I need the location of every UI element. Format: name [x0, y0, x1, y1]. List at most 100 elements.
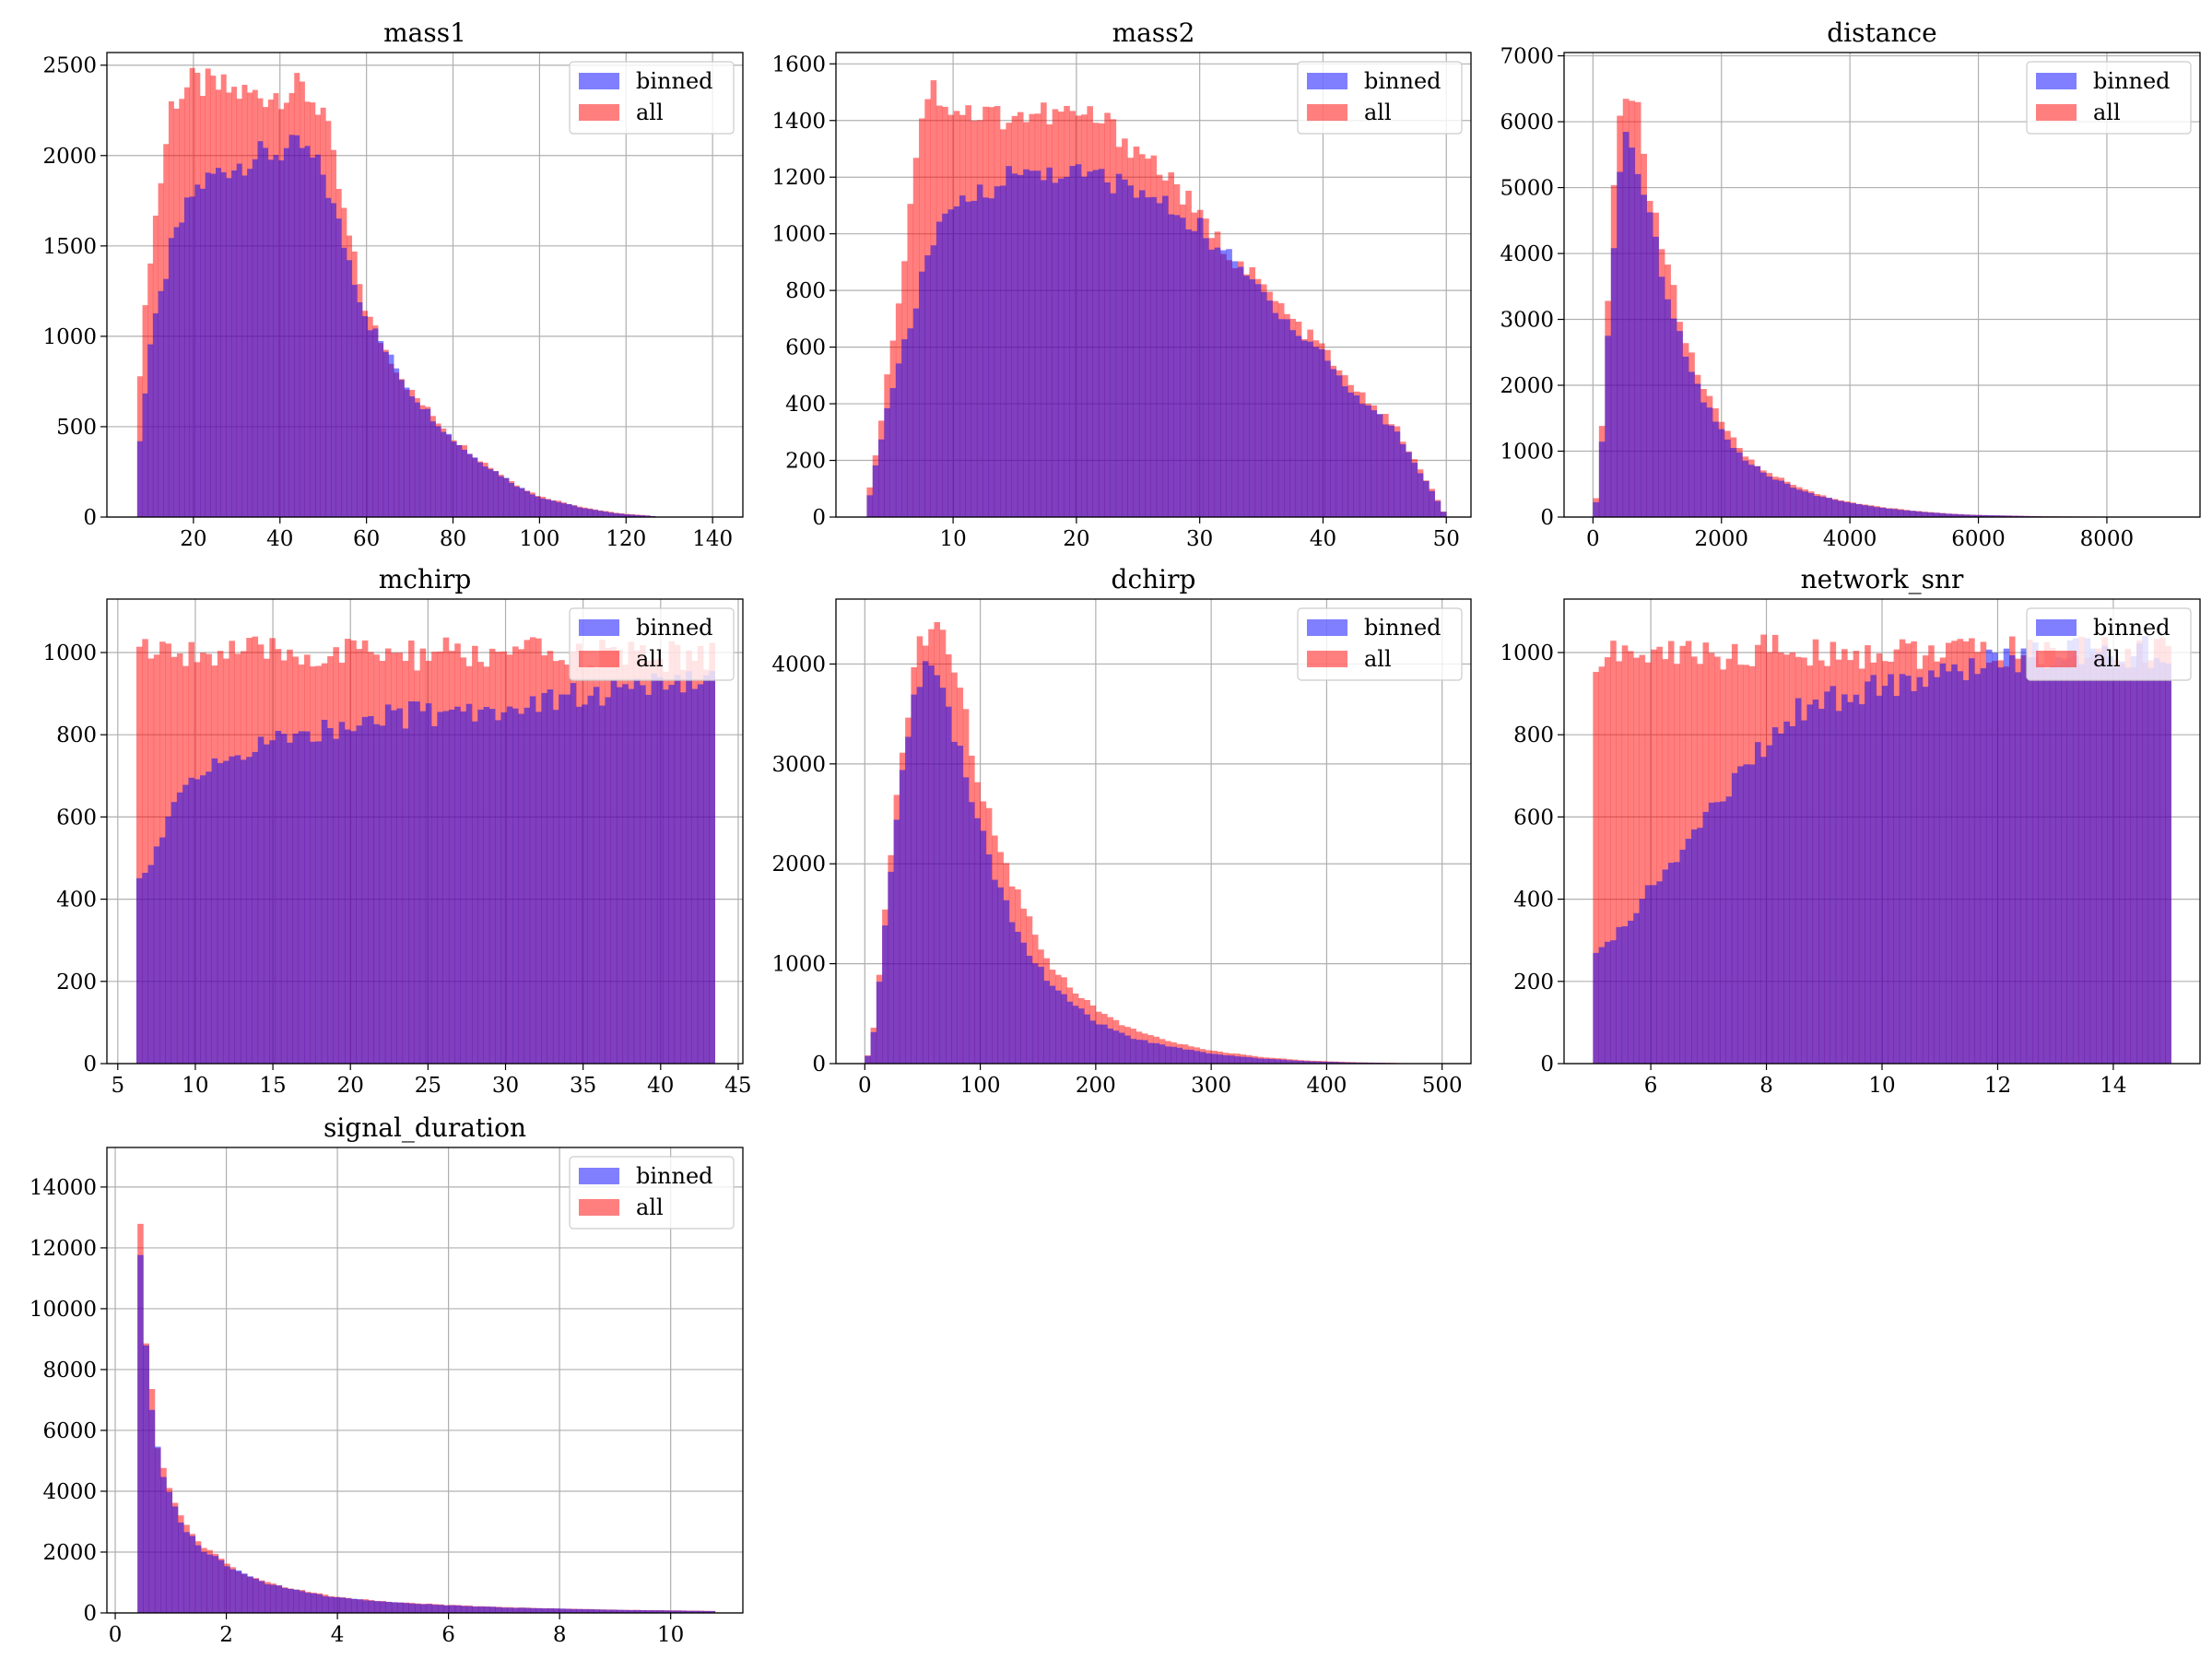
bar-binned: [357, 1599, 363, 1613]
bar-binned: [1916, 677, 1924, 1064]
bar-binned: [644, 515, 651, 517]
bar-binned: [1853, 694, 1860, 1064]
bar-binned: [982, 197, 989, 517]
bar-binned: [431, 1605, 439, 1613]
bar-binned: [1742, 460, 1749, 517]
bar-binned: [391, 1602, 398, 1613]
x-tick-label: 45: [724, 1074, 751, 1098]
bar-binned: [287, 742, 293, 1064]
bar-binned: [1933, 512, 1940, 517]
bar-binned: [530, 1607, 536, 1613]
bar-binned: [1850, 502, 1856, 517]
bar-binned: [2165, 663, 2171, 1064]
bar-binned: [205, 172, 211, 517]
bar-binned: [1006, 166, 1012, 517]
chart-panel-dchirp: 0 100 200 300 400 500 0 1000 2000 3000 4000 dchirp b…: [771, 564, 1472, 1098]
bar-binned: [310, 157, 316, 518]
bar-binned: [142, 872, 148, 1064]
bar-binned: [442, 711, 450, 1064]
legend-label-binned: binned: [2093, 68, 2171, 94]
bar-binned: [629, 514, 635, 517]
y-tick-label: 2000: [42, 1541, 97, 1565]
bar-binned: [419, 408, 426, 517]
y-tick-label: 800: [785, 279, 826, 303]
bar-binned: [137, 1254, 144, 1613]
bar-binned: [362, 316, 369, 517]
bar-binned: [158, 290, 164, 517]
bar-binned: [1055, 990, 1062, 1064]
bar-binned: [304, 146, 311, 517]
bar-binned: [194, 779, 201, 1064]
bar-binned: [1858, 704, 1865, 1064]
bar-binned: [292, 733, 300, 1064]
bar-binned: [2153, 658, 2160, 1064]
bar-binned: [226, 178, 232, 517]
legend-label-all: all: [2093, 100, 2121, 125]
legend-swatch-binned: [2036, 73, 2077, 89]
bar-binned: [1795, 489, 1803, 517]
bar-binned: [1365, 405, 1371, 517]
bar-binned: [1112, 1030, 1120, 1064]
bar-binned: [1092, 170, 1100, 517]
bar-binned: [472, 457, 478, 517]
bar-binned: [247, 1576, 253, 1613]
bar-binned: [1975, 514, 1982, 517]
bar-all: [1616, 661, 1623, 1064]
bar-binned: [2107, 656, 2114, 1064]
x-tick-label: 4000: [1823, 527, 1877, 551]
bar-binned: [1841, 694, 1848, 1064]
chart-panel-mchirp: 5 10 15 20 25 30 35 40 45 0 200 400 600 800 1000 mchirp…: [42, 564, 751, 1098]
bar-binned: [1171, 1046, 1177, 1064]
bar-binned: [483, 707, 490, 1064]
bar-binned: [610, 679, 618, 1064]
bar-binned: [1257, 1058, 1264, 1064]
bar-binned: [1000, 185, 1006, 517]
bar-binned: [500, 712, 508, 1064]
bar-binned: [257, 736, 265, 1064]
bar-binned: [276, 1585, 283, 1613]
bar-binned: [901, 339, 908, 517]
bar-binned: [1814, 496, 1820, 517]
bar-binned: [333, 738, 339, 1064]
bar-binned: [587, 695, 594, 1064]
bar-binned: [1382, 424, 1389, 517]
bar-binned: [524, 707, 531, 1064]
bar-binned: [341, 247, 347, 517]
bar-binned: [1145, 197, 1151, 517]
bar-binned: [1118, 1032, 1125, 1064]
axes-frame: [106, 598, 744, 1065]
bar-binned: [171, 802, 178, 1064]
bar-binned: [524, 1607, 531, 1613]
bar-binned: [1196, 218, 1204, 517]
bar-binned: [1168, 214, 1175, 517]
legend-label-binned: binned: [1364, 615, 1441, 641]
y-tick-label: 3000: [1500, 309, 1554, 333]
bar-binned: [1359, 404, 1366, 517]
bar-binned: [2009, 654, 2016, 1064]
axes-frame: [835, 598, 1472, 1065]
bar-binned: [912, 308, 920, 517]
bar-binned: [154, 1446, 161, 1613]
bar-binned: [1621, 925, 1629, 1064]
bar-binned: [298, 731, 305, 1064]
y-tick-label: 200: [56, 971, 97, 994]
bar-binned: [362, 1600, 370, 1613]
bar-all: [1656, 646, 1663, 1064]
bar-binned: [1038, 967, 1044, 1064]
x-tick-label: 40: [647, 1074, 674, 1098]
bar-binned: [959, 195, 966, 517]
bar-binned: [1078, 1008, 1085, 1064]
bar-binned: [594, 1609, 600, 1613]
y-tick-label: 12000: [29, 1237, 97, 1261]
bar-binned: [152, 313, 159, 517]
bar-binned: [414, 402, 420, 517]
bar-binned: [971, 200, 978, 517]
bar-binned: [472, 1606, 479, 1613]
bar-binned: [1633, 912, 1640, 1064]
bar-binned: [893, 819, 900, 1064]
bar-binned: [1089, 1020, 1097, 1064]
bar-binned: [566, 503, 572, 517]
bar-binned: [634, 1609, 641, 1613]
y-tick-label: 800: [56, 724, 97, 747]
bar-binned: [1075, 164, 1082, 517]
